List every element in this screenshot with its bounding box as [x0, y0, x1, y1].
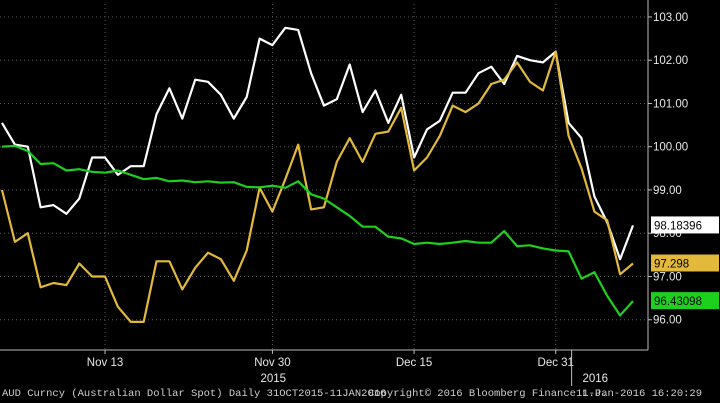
green-series-line [1, 144, 634, 317]
footer-security-description: AUD Curncy (Australian Dollar Spot) Dail… [2, 388, 387, 400]
axes: 103.00102.00101.00100.0099.0098.0097.009… [0, 0, 688, 386]
grid-lines [0, 4, 648, 350]
x-year-label: 2015 [261, 373, 287, 385]
line-chart: 103.00102.00101.00100.0099.0098.0097.009… [0, 0, 719, 386]
y-tick-label: 97.00 [653, 271, 682, 283]
series-lines [0, 26, 635, 323]
white-series-line [1, 26, 635, 261]
y-tick-label: 101.00 [653, 98, 688, 110]
white-last-value-label: 98.18396 [654, 220, 702, 232]
x-tick-label: Nov 30 [254, 357, 290, 369]
x-tick-label: Dec 31 [538, 357, 574, 369]
gold-last-value-label: 97.298 [654, 259, 689, 271]
x-year-label: 2016 [582, 373, 608, 385]
y-tick-label: 96.00 [653, 315, 682, 327]
y-tick-label: 103.00 [653, 12, 688, 24]
y-tick-label: 102.00 [653, 55, 688, 67]
footer-copyright: Copyright© 2016 Bloomberg Finance L.P. [368, 388, 608, 400]
green-last-value-label: 96.43098 [654, 296, 702, 308]
footer-timestamp: 11-Jan-2016 16:20:29 [576, 388, 703, 400]
gold-last-value-box [651, 254, 719, 272]
white-last-value-box [651, 216, 719, 234]
last-value-labels: 98.18396 97.298 96.43098 [651, 216, 719, 310]
y-tick-label: 100.00 [653, 142, 688, 154]
y-tick-label: 99.00 [653, 185, 682, 197]
gold-series-line [0, 50, 634, 323]
x-tick-label: Dec 15 [396, 357, 432, 369]
green-last-value-box [651, 292, 719, 310]
footer-bar: AUD Curncy (Australian Dollar Spot) Dail… [0, 386, 720, 403]
x-tick-label: Nov 13 [87, 357, 123, 369]
